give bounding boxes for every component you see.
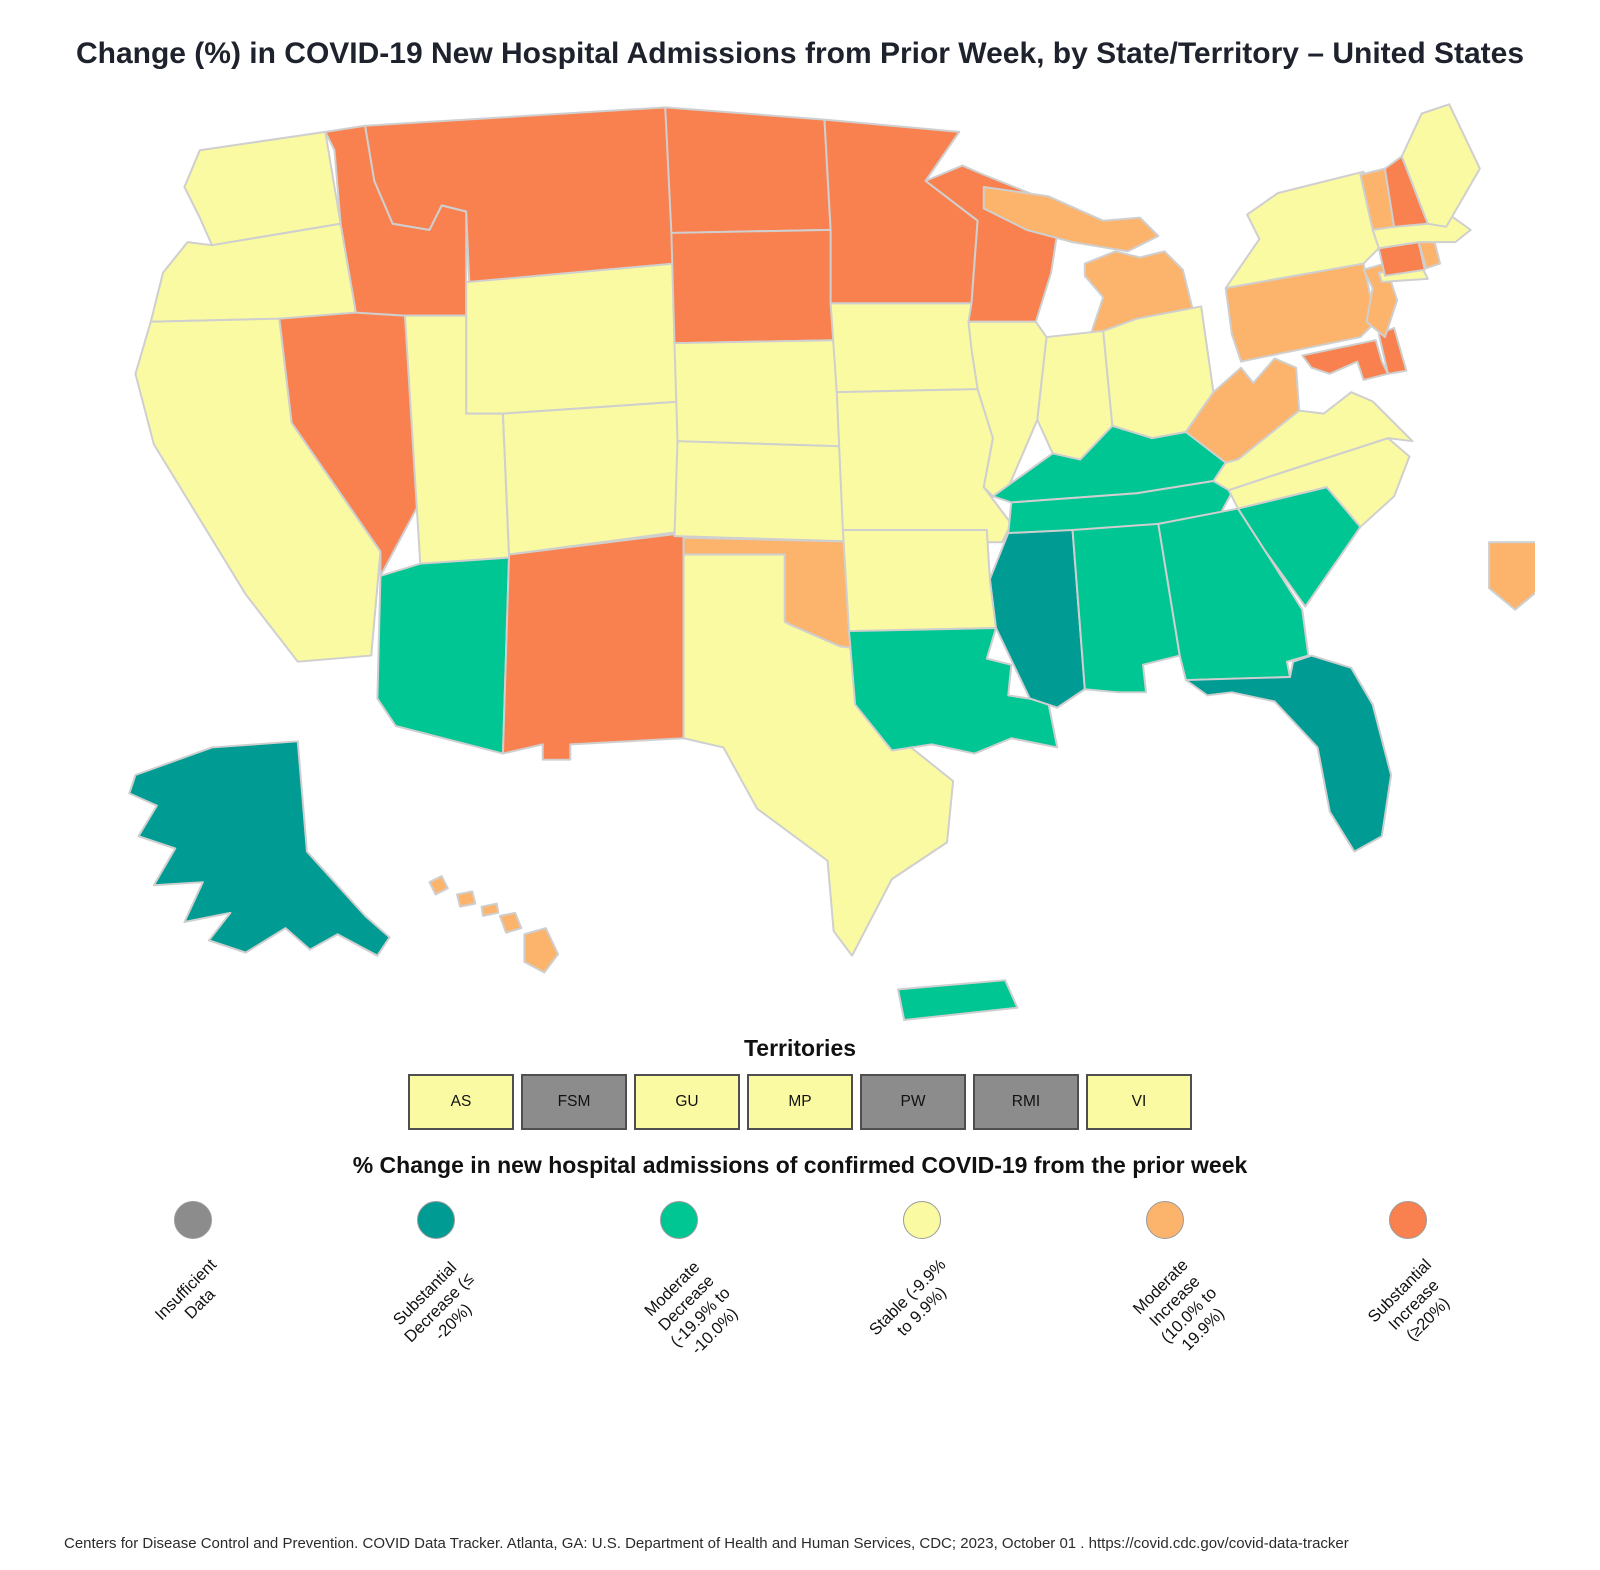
state-VA[interactable]: [1212, 390, 1414, 491]
state-ME[interactable]: [1400, 102, 1481, 228]
territory-GU[interactable]: GU: [634, 1073, 740, 1130]
state-NM[interactable]: [501, 531, 685, 761]
state-shape-HI[interactable]: [523, 926, 560, 974]
state-shape-NM[interactable]: [501, 531, 685, 761]
legend-label-insufficient: Insufficient Data: [151, 1255, 220, 1324]
state-PR[interactable]: [897, 978, 1019, 1021]
territory-label-AS: AS: [450, 1092, 472, 1110]
state-shape-AK[interactable]: [128, 739, 391, 957]
state-DC[interactable]: [1488, 540, 1535, 611]
state-shape-DC[interactable]: [1488, 540, 1535, 611]
state-shape-ND[interactable]: [664, 105, 832, 234]
state-shape-MD[interactable]: [1301, 338, 1389, 381]
territory-label-FSM: FSM: [557, 1092, 591, 1110]
state-shape-PR[interactable]: [897, 978, 1019, 1021]
territory-RMI[interactable]: RMI: [973, 1073, 1079, 1130]
state-shape-DE[interactable]: [1377, 326, 1408, 375]
territories-block: Territories AS FSM GU MP PW RMI VI: [72, 1035, 1528, 1130]
legend-label-moderate_increase: Moderate Increase (10.0% to 19.9%): [1129, 1255, 1229, 1355]
legend-item-substantial_decrease: Substantial Decrease (≤ -20%): [314, 1193, 557, 1435]
legend-label-moderate_decrease: Moderate Decrease (-19.9% to -10.0%): [641, 1257, 743, 1358]
state-FL[interactable]: [1184, 654, 1393, 853]
state-AK[interactable]: [128, 739, 391, 957]
state-shape-SD[interactable]: [670, 228, 841, 344]
legend-item-moderate_increase: Moderate Increase (10.0% to 19.9%): [1043, 1193, 1286, 1435]
legend-label-substantial_increase: Substantial Increase (≥20%): [1364, 1255, 1454, 1345]
state-shape-ME[interactable]: [1400, 102, 1481, 228]
legend-title: % Change in new hospital admissions of c…: [352, 1151, 1248, 1178]
state-shape-MI[interactable]: [982, 185, 1160, 252]
state-WV[interactable]: [1184, 357, 1301, 464]
legend-label-substantial_decrease: Substantial Decrease (≤ -20%): [389, 1258, 478, 1346]
state-AR[interactable]: [841, 528, 997, 632]
state-shape-HI[interactable]: [498, 911, 523, 934]
state-shape-OR[interactable]: [149, 222, 357, 323]
territory-MP[interactable]: MP: [747, 1073, 853, 1130]
legend-swatch-insufficient: [173, 1200, 212, 1239]
legend: Insufficient Data Substantial Decrease (≤…: [71, 1193, 1529, 1435]
state-shape-IA[interactable]: [829, 301, 991, 393]
territory-label-MP: MP: [788, 1092, 812, 1110]
territories-row: AS FSM GU MP PW RMI VI: [72, 1073, 1528, 1130]
legend-swatch-moderate_increase: [1145, 1200, 1184, 1239]
legend-label-stable: Stable (-9.9% to 9.9%): [865, 1255, 950, 1340]
territory-AS[interactable]: AS: [408, 1073, 514, 1130]
legend-item-substantial_increase: Substantial Increase (≥20%): [1286, 1193, 1529, 1435]
state-shape-HI[interactable]: [428, 874, 449, 895]
territory-label-VI: VI: [1131, 1092, 1147, 1110]
state-LA[interactable]: [848, 626, 1059, 755]
state-shape-WV[interactable]: [1184, 357, 1301, 464]
state-shape-HI[interactable]: [480, 902, 500, 917]
source-citation: Centers for Disease Control and Preventi…: [64, 1535, 1349, 1552]
territory-PW[interactable]: PW: [860, 1073, 966, 1130]
state-shape-HI[interactable]: [456, 889, 477, 908]
map-container: [65, 89, 1535, 1069]
state-MD[interactable]: [1301, 338, 1389, 381]
territory-label-GU: GU: [675, 1092, 699, 1110]
covid-data-tracker-figure: Change (%) in COVID-19 New Hospital Admi…: [0, 34, 1600, 1570]
state-shape-WY[interactable]: [465, 262, 685, 415]
state-shape-FL[interactable]: [1184, 654, 1393, 853]
page-title: Change (%) in COVID-19 New Hospital Admi…: [75, 37, 1525, 70]
legend-item-moderate_decrease: Moderate Decrease (-19.9% to -10.0%): [557, 1193, 800, 1435]
state-HI[interactable]: [428, 874, 560, 974]
state-IA[interactable]: [829, 301, 991, 393]
state-shape-AR[interactable]: [841, 528, 997, 632]
state-SD[interactable]: [670, 228, 841, 344]
legend-item-insufficient: Insufficient Data: [71, 1193, 314, 1435]
state-shape-AZ[interactable]: [376, 556, 511, 755]
legend-item-stable: Stable (-9.9% to 9.9%): [800, 1193, 1043, 1435]
territories-title: Territories: [743, 1034, 857, 1061]
state-ND[interactable]: [664, 105, 832, 234]
state-AZ[interactable]: [376, 556, 511, 755]
state-DE[interactable]: [1377, 326, 1408, 375]
legend-swatch-stable: [902, 1200, 941, 1239]
legend-swatch-moderate_decrease: [659, 1200, 698, 1239]
state-shape-VA[interactable]: [1212, 390, 1414, 491]
territory-label-RMI: RMI: [1011, 1092, 1041, 1110]
territory-VI[interactable]: VI: [1086, 1073, 1192, 1130]
state-shape-CO[interactable]: [501, 399, 694, 555]
territory-FSM[interactable]: FSM: [521, 1073, 627, 1130]
state-CO[interactable]: [501, 399, 694, 555]
state-OR[interactable]: [149, 222, 357, 323]
state-shape-MN[interactable]: [823, 118, 979, 304]
legend-swatch-substantial_decrease: [416, 1200, 455, 1239]
us-choropleth-map: [128, 102, 1535, 1021]
state-MN[interactable]: [823, 118, 979, 304]
state-WY[interactable]: [465, 262, 685, 415]
state-shape-LA[interactable]: [848, 626, 1059, 755]
territory-label-PW: PW: [900, 1092, 926, 1110]
legend-swatch-substantial_increase: [1388, 1200, 1427, 1239]
